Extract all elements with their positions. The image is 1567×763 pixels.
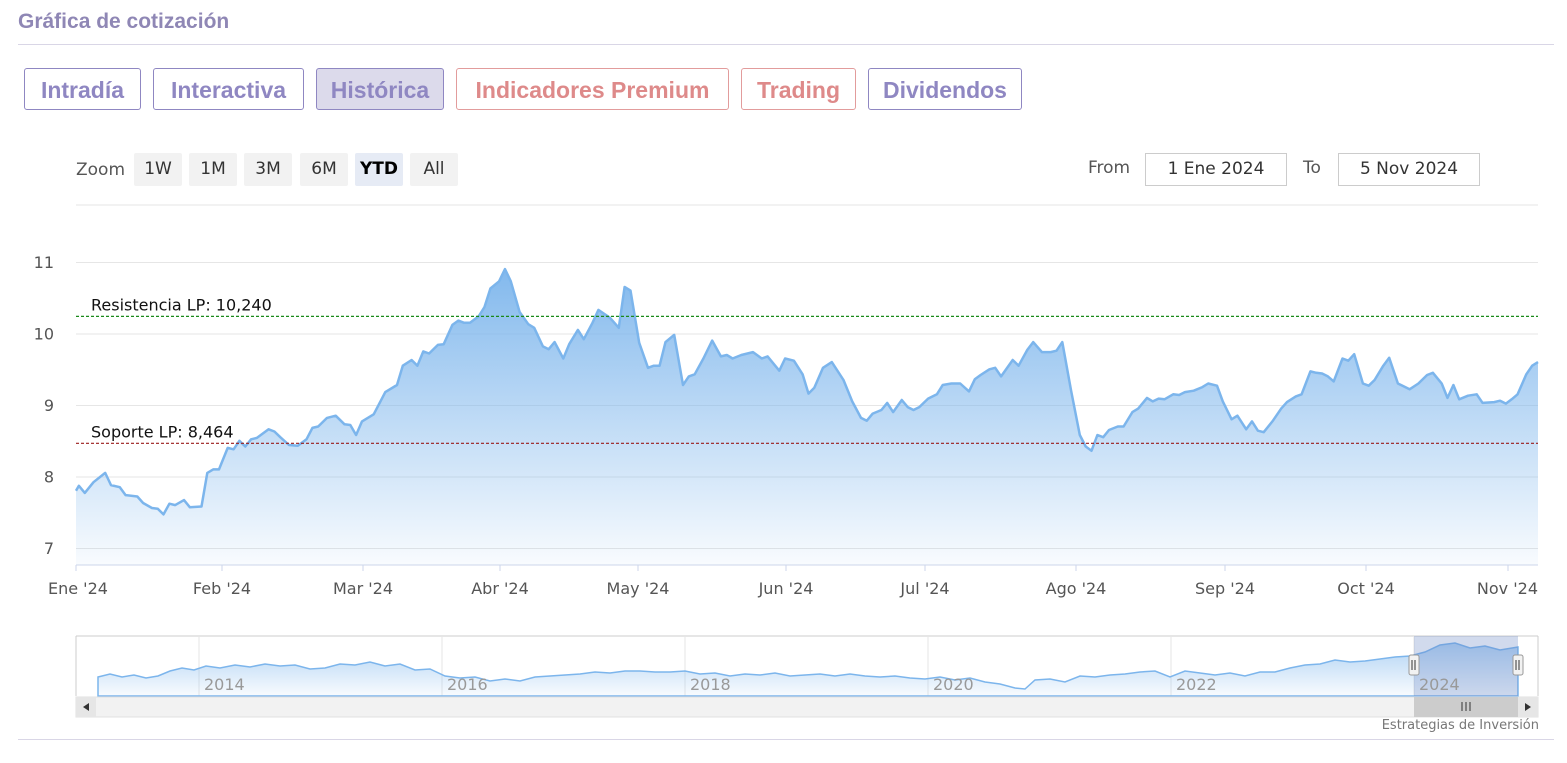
x-tick-label: Ago '24	[1046, 579, 1107, 598]
navigator-selected-range[interactable]	[1414, 636, 1518, 696]
x-tick-label: Oct '24	[1337, 579, 1395, 598]
navigator-year-label: 2022	[1176, 675, 1217, 694]
navigator-year-label: 2018	[690, 675, 731, 694]
zoom-ytd-button[interactable]: YTD	[355, 153, 403, 186]
price-line	[74, 267, 1539, 516]
x-tick-label: Abr '24	[471, 579, 529, 598]
x-tick-label: Jun '24	[758, 579, 814, 598]
chevron-right-icon	[1525, 703, 1531, 711]
page-title: Gráfica de cotización	[18, 10, 230, 33]
navigator-right-handle[interactable]	[1512, 654, 1524, 676]
tab-historica[interactable]: Histórica	[316, 68, 444, 110]
to-date-input[interactable]: 5 Nov 2024	[1338, 153, 1480, 186]
zoom-6m-button[interactable]: 6M	[300, 153, 348, 186]
y-axis-labels: 7 8 9 10 11	[34, 253, 54, 558]
credits-label: Estrategias de Inversión	[1381, 718, 1539, 733]
x-tick-label: Nov '24	[1477, 579, 1538, 598]
y-tick-label: 11	[34, 253, 54, 272]
chevron-left-icon	[83, 703, 89, 711]
x-tick-label: Mar '24	[333, 579, 393, 598]
scrollbar[interactable]	[75, 696, 1539, 718]
zoom-1m-button[interactable]: 1M	[189, 153, 237, 186]
tab-interactiva[interactable]: Interactiva	[153, 68, 304, 110]
from-date-input[interactable]: 1 Ene 2024	[1145, 153, 1287, 186]
y-tick-label: 9	[44, 396, 54, 415]
plot-line-label: Resistencia LP: 10,240	[91, 295, 272, 314]
scrollbar-track[interactable]	[75, 696, 1539, 718]
plot-line-label: Soporte LP: 8,464	[91, 422, 234, 441]
x-tick-label: Feb '24	[193, 579, 251, 598]
zoom-all-button[interactable]: All	[410, 153, 458, 186]
x-tick-label: May '24	[607, 579, 670, 598]
zoom-3m-button[interactable]: 3M	[244, 153, 292, 186]
navigator-year-label: 2016	[447, 675, 488, 694]
navigator-year-label: 2014	[204, 675, 245, 694]
x-tick-label: Jul '24	[899, 579, 949, 598]
zoom-label: Zoom	[76, 160, 126, 180]
tab-intradia[interactable]: Intradía	[24, 68, 141, 110]
from-label: From	[1088, 158, 1131, 178]
navigator-year-label: 2020	[933, 675, 974, 694]
navigator-left-handle[interactable]	[1408, 654, 1420, 676]
navigator-year-labels: 2014 2016 2018 2020 2022 2024	[204, 675, 1460, 694]
price-area	[76, 269, 1538, 565]
bottom-divider	[18, 739, 1554, 740]
x-tick-label: Ene '24	[48, 579, 108, 598]
y-tick-label: 7	[44, 539, 54, 558]
plot-lines: Resistencia LP: 10,240 Soporte LP: 8,464	[76, 295, 1538, 444]
tab-dividendos[interactable]: Dividendos	[868, 68, 1022, 110]
tab-trading[interactable]: Trading	[741, 68, 856, 110]
zoom-1w-button[interactable]: 1W	[134, 153, 182, 186]
y-tick-label: 10	[34, 325, 54, 344]
title-divider	[18, 44, 1554, 45]
y-tick-label: 8	[44, 468, 54, 487]
x-axis-labels: Ene '24 Feb '24 Mar '24 Abr '24 May '24 Jun '…	[48, 565, 1538, 598]
to-label: To	[1303, 158, 1321, 178]
navigator-series	[97, 642, 1519, 697]
navigator[interactable]: 2014 2016 2018 2020 2022 2024	[75, 635, 1539, 697]
tab-indicadores-premium[interactable]: Indicadores Premium	[456, 68, 729, 110]
navigator-year-label: 2024	[1419, 675, 1460, 694]
x-tick-label: Sep '24	[1195, 579, 1255, 598]
